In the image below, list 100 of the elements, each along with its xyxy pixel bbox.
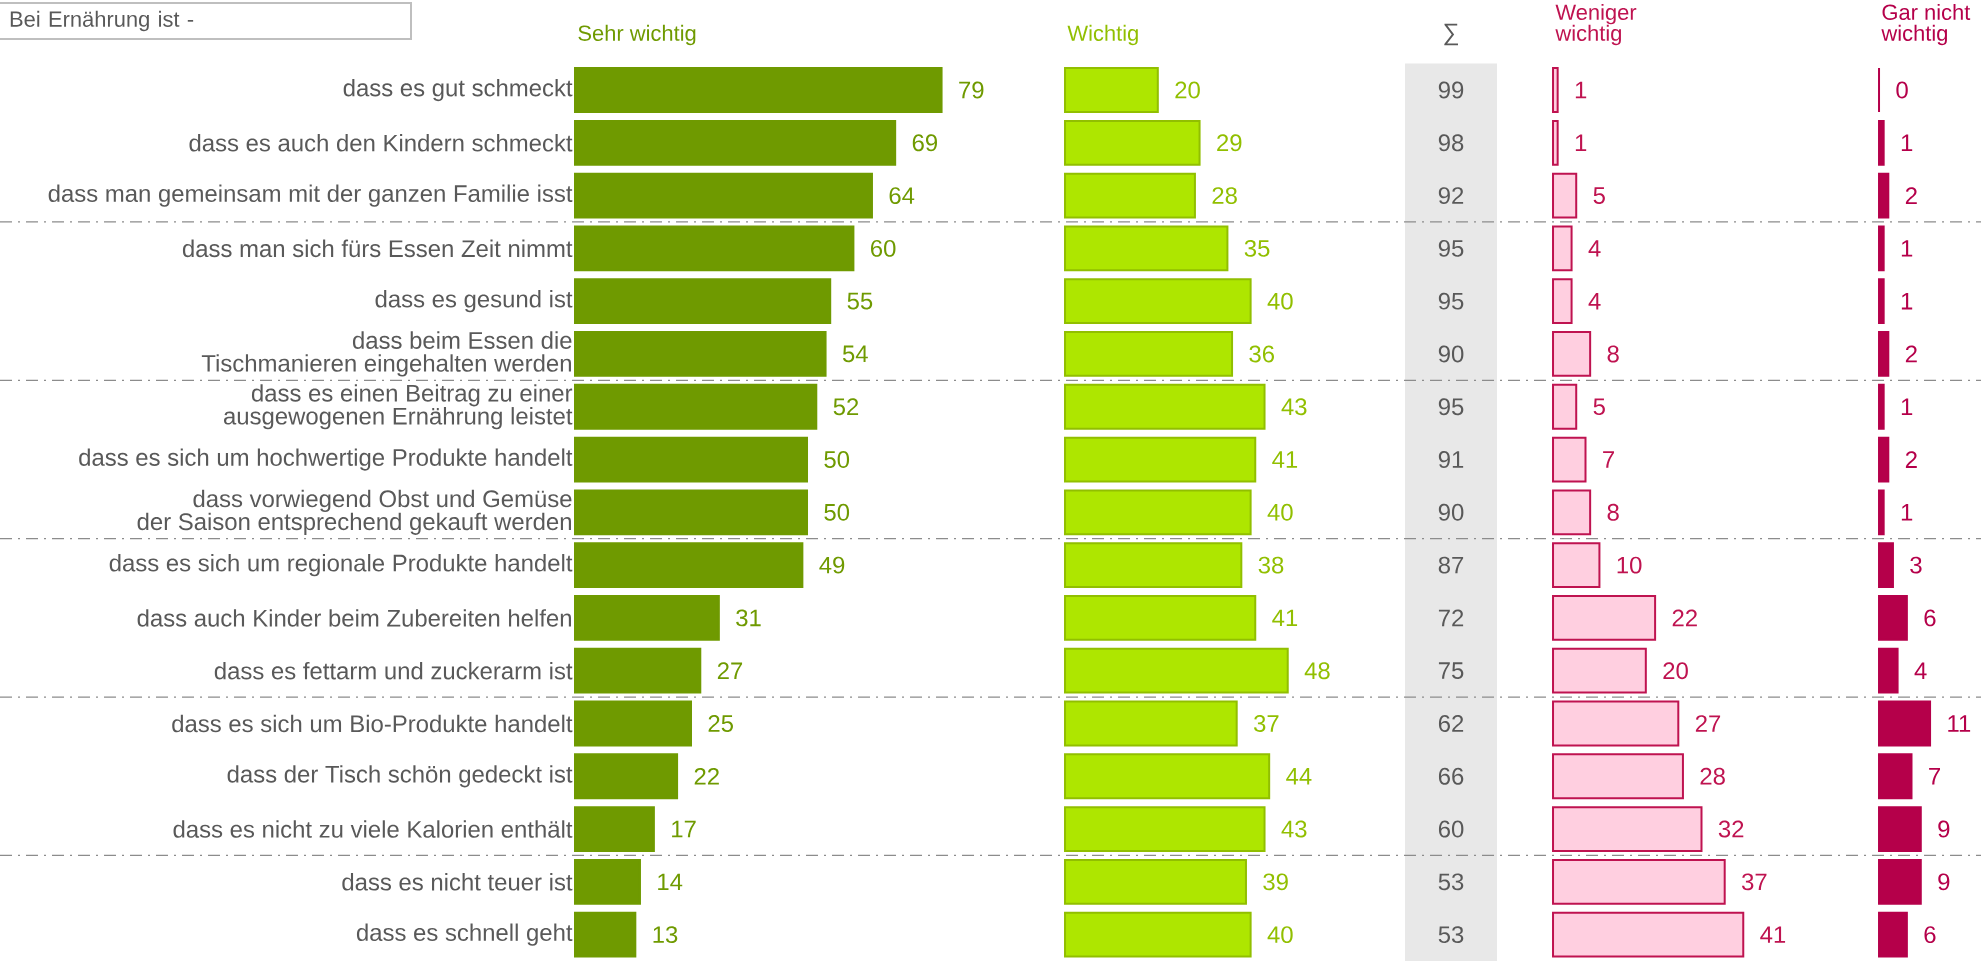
text: Bei Ernährung ist -: [10, 10, 194, 32]
bar: [1552, 383, 1578, 430]
data-label: 25: [708, 715, 733, 732]
bar: [1552, 119, 1559, 166]
y-tick-label: dass es sich um regionale Produkte handelt: [109, 553, 573, 577]
data-label: 90: [1438, 345, 1464, 363]
data-label: 1: [1901, 504, 1913, 521]
bar: [1552, 489, 1592, 536]
bar: [1878, 278, 1885, 325]
y-tick-label: dass man sich fürs Essen Zeit nimmt: [182, 239, 573, 258]
data-label: 4: [1588, 240, 1601, 257]
data-label: 37: [1254, 715, 1279, 732]
data-label: 6: [1924, 609, 1936, 627]
chart-title: Wichtig: [1067, 24, 1138, 46]
bar: [1552, 647, 1647, 694]
bar: [1064, 436, 1257, 483]
bar: [1552, 594, 1657, 641]
bar: [1878, 858, 1922, 905]
bar: [1878, 700, 1932, 747]
bar: [1064, 700, 1238, 747]
data-label: 41: [1272, 609, 1298, 627]
data-label: 7: [1603, 451, 1614, 468]
bar: [1064, 911, 1252, 958]
bar: [1064, 172, 1196, 219]
data-label: 66: [1438, 767, 1464, 785]
data-label: 92: [1438, 187, 1464, 205]
bar: [574, 278, 832, 325]
chart-title: Gar nicht wichtig: [1881, 3, 1971, 46]
data-label: 1: [1901, 398, 1913, 415]
data-label: 64: [889, 187, 915, 205]
data-label: 1: [1901, 240, 1913, 257]
bar: [1878, 436, 1890, 483]
bar: [1064, 753, 1271, 800]
data-label: 1: [1575, 134, 1587, 152]
data-label: 8: [1607, 503, 1619, 521]
data-label: 90: [1438, 503, 1464, 521]
data-label: 53: [1438, 873, 1464, 891]
data-label: 95: [1438, 398, 1464, 416]
bar: [1552, 806, 1703, 852]
data-label: 29: [1217, 134, 1242, 152]
bar: [1064, 67, 1159, 113]
data-label: 8: [1607, 345, 1619, 363]
data-label: 27: [717, 662, 743, 680]
data-label: 49: [819, 556, 845, 574]
bar: [1878, 172, 1890, 219]
data-label: 41: [1760, 926, 1786, 943]
data-label: 7: [1929, 768, 1940, 785]
data-label: 72: [1438, 609, 1464, 627]
data-label: 40: [1267, 926, 1293, 944]
data-label: 41: [1272, 451, 1298, 468]
data-label: 1: [1901, 134, 1913, 152]
y-tick-label: dass es sich um hochwertige Produkte handelt: [79, 448, 573, 471]
bar: [1552, 753, 1684, 800]
y-tick-label: dass es gesund ist: [375, 290, 573, 313]
bar: [1878, 383, 1885, 430]
data-label: 91: [1438, 451, 1464, 468]
y-tick-label: dass vorwiegend Obst und Gemüse der Saison entsprechend gekauft werden: [137, 489, 572, 535]
bar: [1064, 489, 1252, 536]
bar: [574, 172, 873, 219]
bar: [1552, 331, 1592, 377]
data-label: 13: [653, 926, 678, 944]
data-label: 60: [871, 239, 896, 257]
data-label: 48: [1304, 662, 1330, 680]
data-label: 6: [1924, 926, 1936, 944]
data-label: 22: [694, 767, 719, 785]
data-label: 87: [1438, 556, 1464, 574]
data-label: 60: [1438, 820, 1464, 838]
bar: [1552, 278, 1573, 325]
bar: [1552, 225, 1573, 272]
data-label: 32: [1718, 820, 1744, 838]
bar: [574, 911, 637, 958]
data-label: 9: [1938, 873, 1950, 891]
bar: [1064, 542, 1243, 589]
bar: [574, 594, 720, 641]
y-tick-label: dass es schnell geht: [356, 923, 573, 946]
y-tick-label: dass man gemeinsam mit der ganzen Familie isst: [48, 184, 573, 207]
y-tick-label: dass beim Essen die Tischmanieren eingehalten werden: [201, 331, 572, 377]
y-tick-label: dass der Tisch schön gedeckt ist: [227, 765, 573, 788]
bar: [1552, 67, 1559, 113]
data-label: 95: [1438, 239, 1464, 257]
bar: [1064, 383, 1266, 430]
data-label: 20: [1175, 81, 1200, 99]
y-tick-label: dass es gut schmeckt: [343, 78, 573, 102]
data-label: 79: [959, 81, 984, 99]
data-label: 11: [1948, 715, 1971, 732]
data-label: 50: [824, 451, 850, 468]
data-label: 52: [833, 398, 859, 416]
y-tick-label: dass es einen Beitrag zu einer ausgewogenen Ernährung leistet: [223, 384, 573, 430]
data-label: 1: [1901, 292, 1913, 310]
y-tick-label: dass es nicht teuer ist: [342, 873, 573, 891]
bar: [1552, 172, 1578, 219]
bar: [1878, 542, 1894, 589]
bar: [574, 647, 702, 694]
chart-title: Weniger wichtig: [1555, 3, 1637, 46]
bar: [1878, 753, 1913, 800]
bar: [1878, 594, 1908, 641]
data-label: 28: [1212, 187, 1237, 205]
data-label: 43: [1281, 820, 1307, 838]
bar: [574, 858, 641, 905]
data-label: 4: [1588, 292, 1601, 310]
